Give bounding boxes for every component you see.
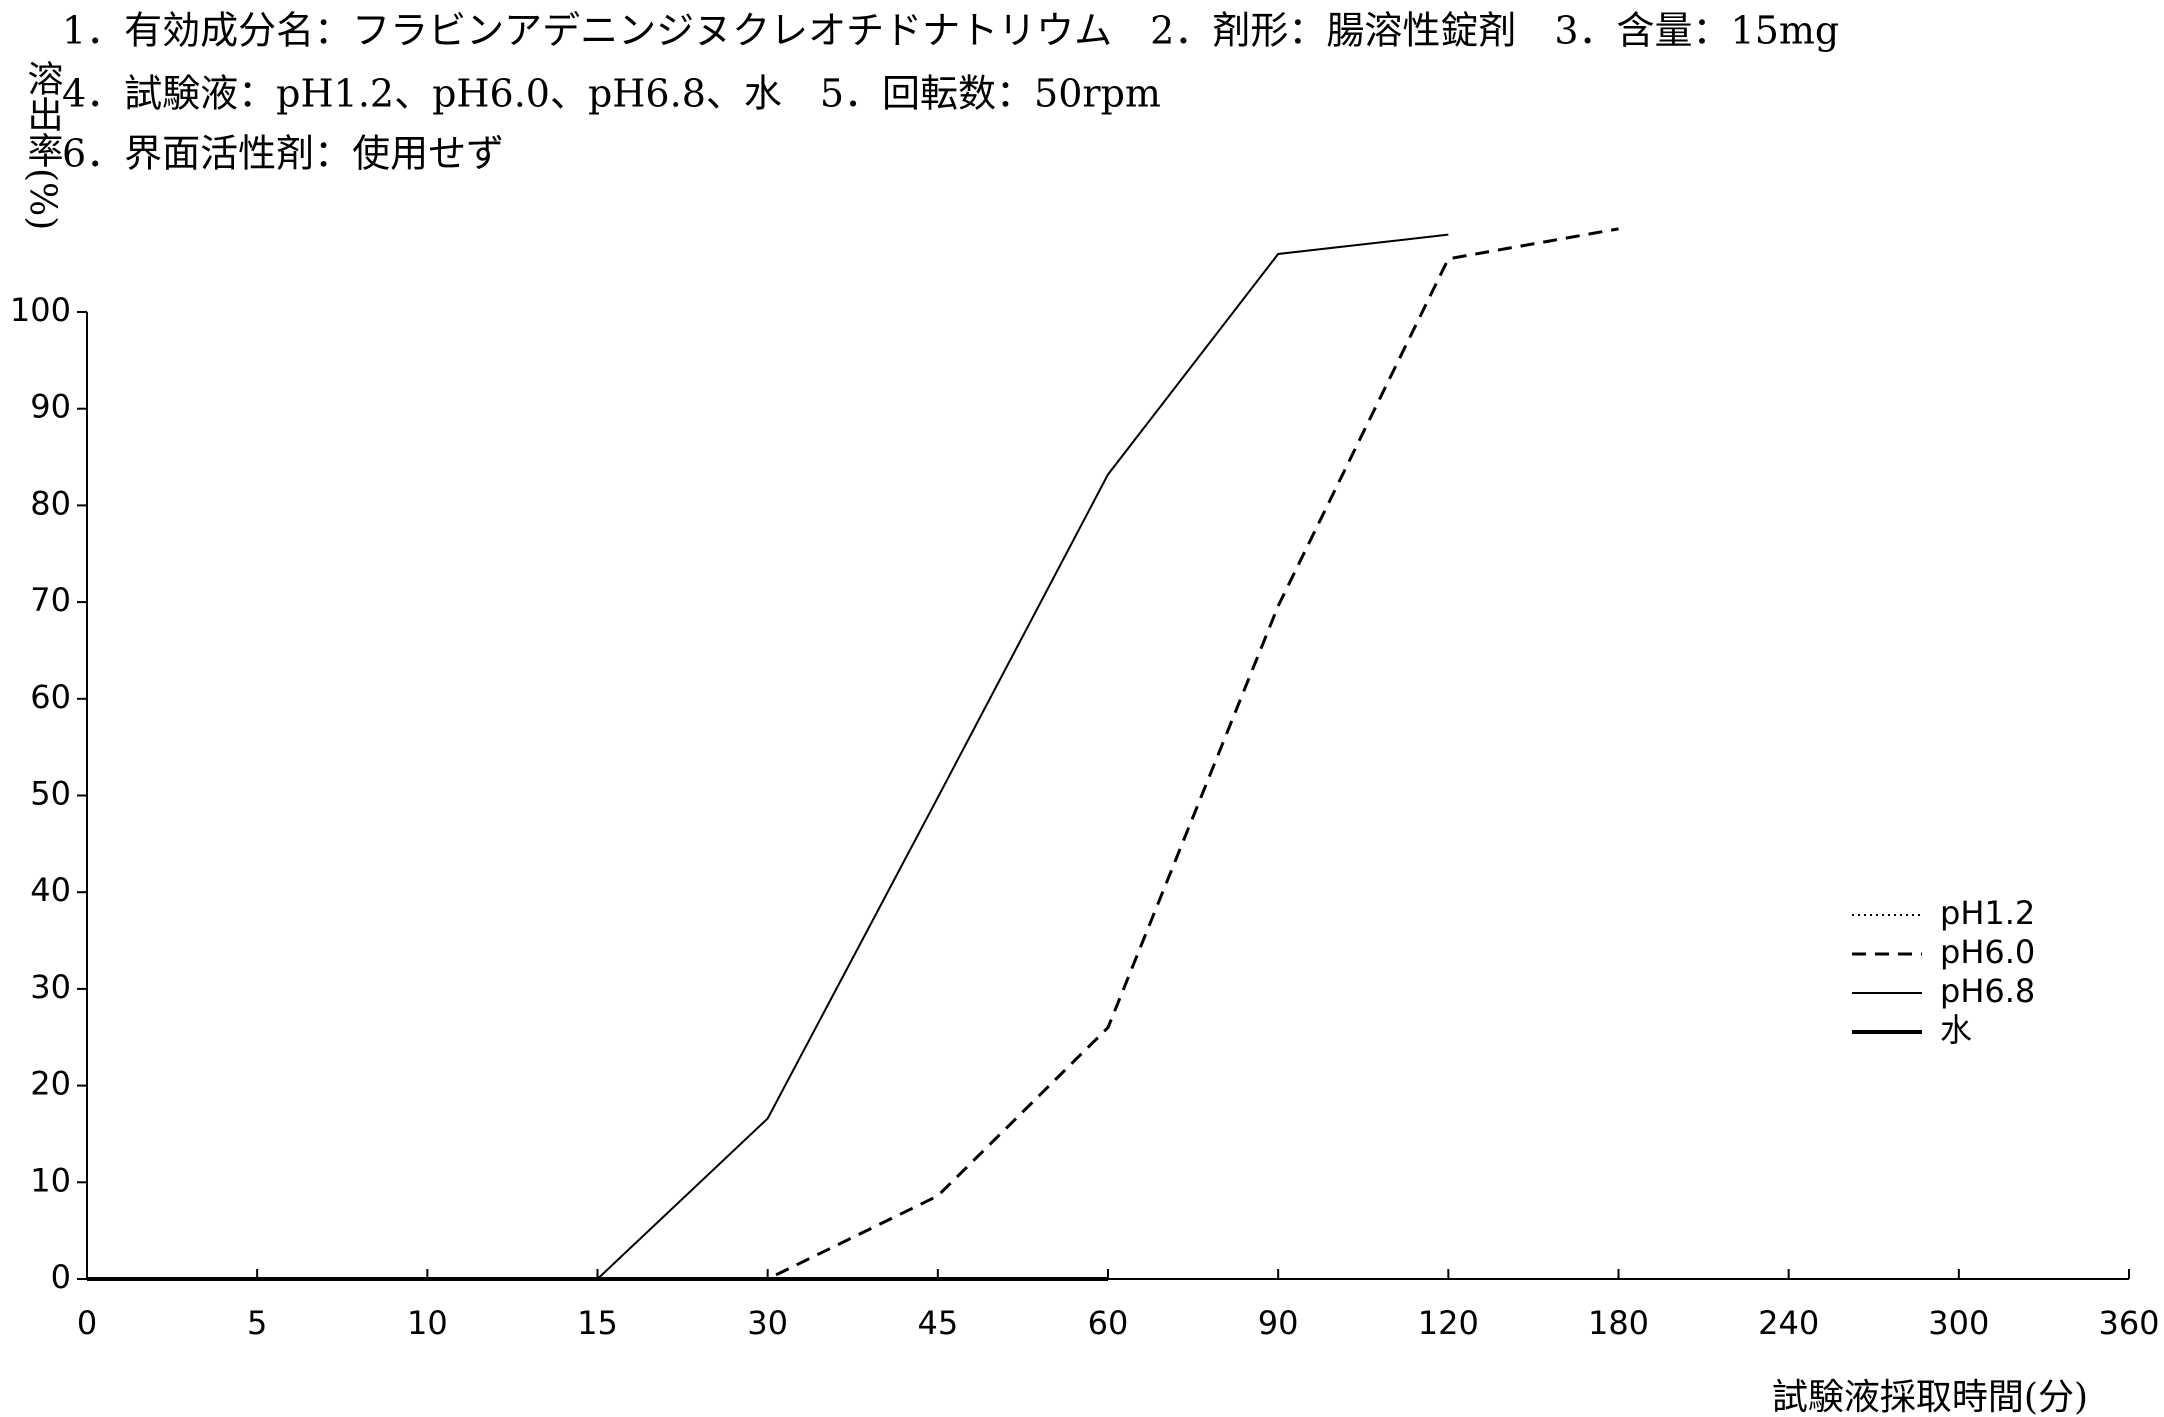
legend-label: 水: [1940, 1011, 1972, 1049]
y-tick-label: 10: [30, 1161, 71, 1199]
x-tick-label: 90: [1258, 1304, 1299, 1342]
legend-label: pH1.2: [1940, 894, 2035, 932]
x-tick-label: 120: [1418, 1304, 1479, 1342]
x-tick-label: 5: [247, 1304, 267, 1342]
legend-label: pH6.8: [1940, 972, 2035, 1010]
x-tick-label: 15: [577, 1304, 618, 1342]
x-tick-label: 360: [2098, 1304, 2159, 1342]
y-tick-label: 50: [30, 775, 71, 813]
y-tick-label: 0: [51, 1258, 71, 1296]
y-tick-label: 40: [30, 871, 71, 909]
y-tick-label: 60: [30, 678, 71, 716]
x-tick-label: 0: [77, 1304, 97, 1342]
x-tick-label: 10: [407, 1304, 448, 1342]
x-tick-label: 45: [917, 1304, 958, 1342]
x-tick-label: 300: [1928, 1304, 1989, 1342]
note-line: 4．試験液：pH1.2、pH6.0、pH6.8、水 5．回転数：50rpm: [62, 72, 1161, 116]
note-line: 6．界面活性剤：使用せず: [62, 132, 504, 176]
y-tick-label: 100: [10, 291, 71, 329]
y-axis-label: 溶出率(%): [22, 60, 63, 231]
series-line: [87, 227, 1619, 1281]
y-tick-label: 80: [30, 484, 71, 522]
note-line: 1．有効成分名：フラビンアデニンジヌクレオチドナトリウム 2．剤形：腸溶性錠剤 …: [62, 9, 1839, 53]
x-tick-label: 30: [747, 1304, 788, 1342]
series-line: [87, 233, 1449, 1280]
x-tick-label: 60: [1088, 1304, 1129, 1342]
y-tick-label: 30: [30, 968, 71, 1006]
legend-label: pH6.0: [1940, 933, 2035, 971]
x-tick-label: 180: [1588, 1304, 1649, 1342]
y-tick-label: 90: [30, 388, 71, 426]
x-tick-label: 240: [1758, 1304, 1819, 1342]
y-tick-label: 20: [30, 1065, 71, 1103]
y-tick-label: 70: [30, 581, 71, 619]
x-axis-label: 試験液採取時間(分): [1772, 1377, 2088, 1417]
